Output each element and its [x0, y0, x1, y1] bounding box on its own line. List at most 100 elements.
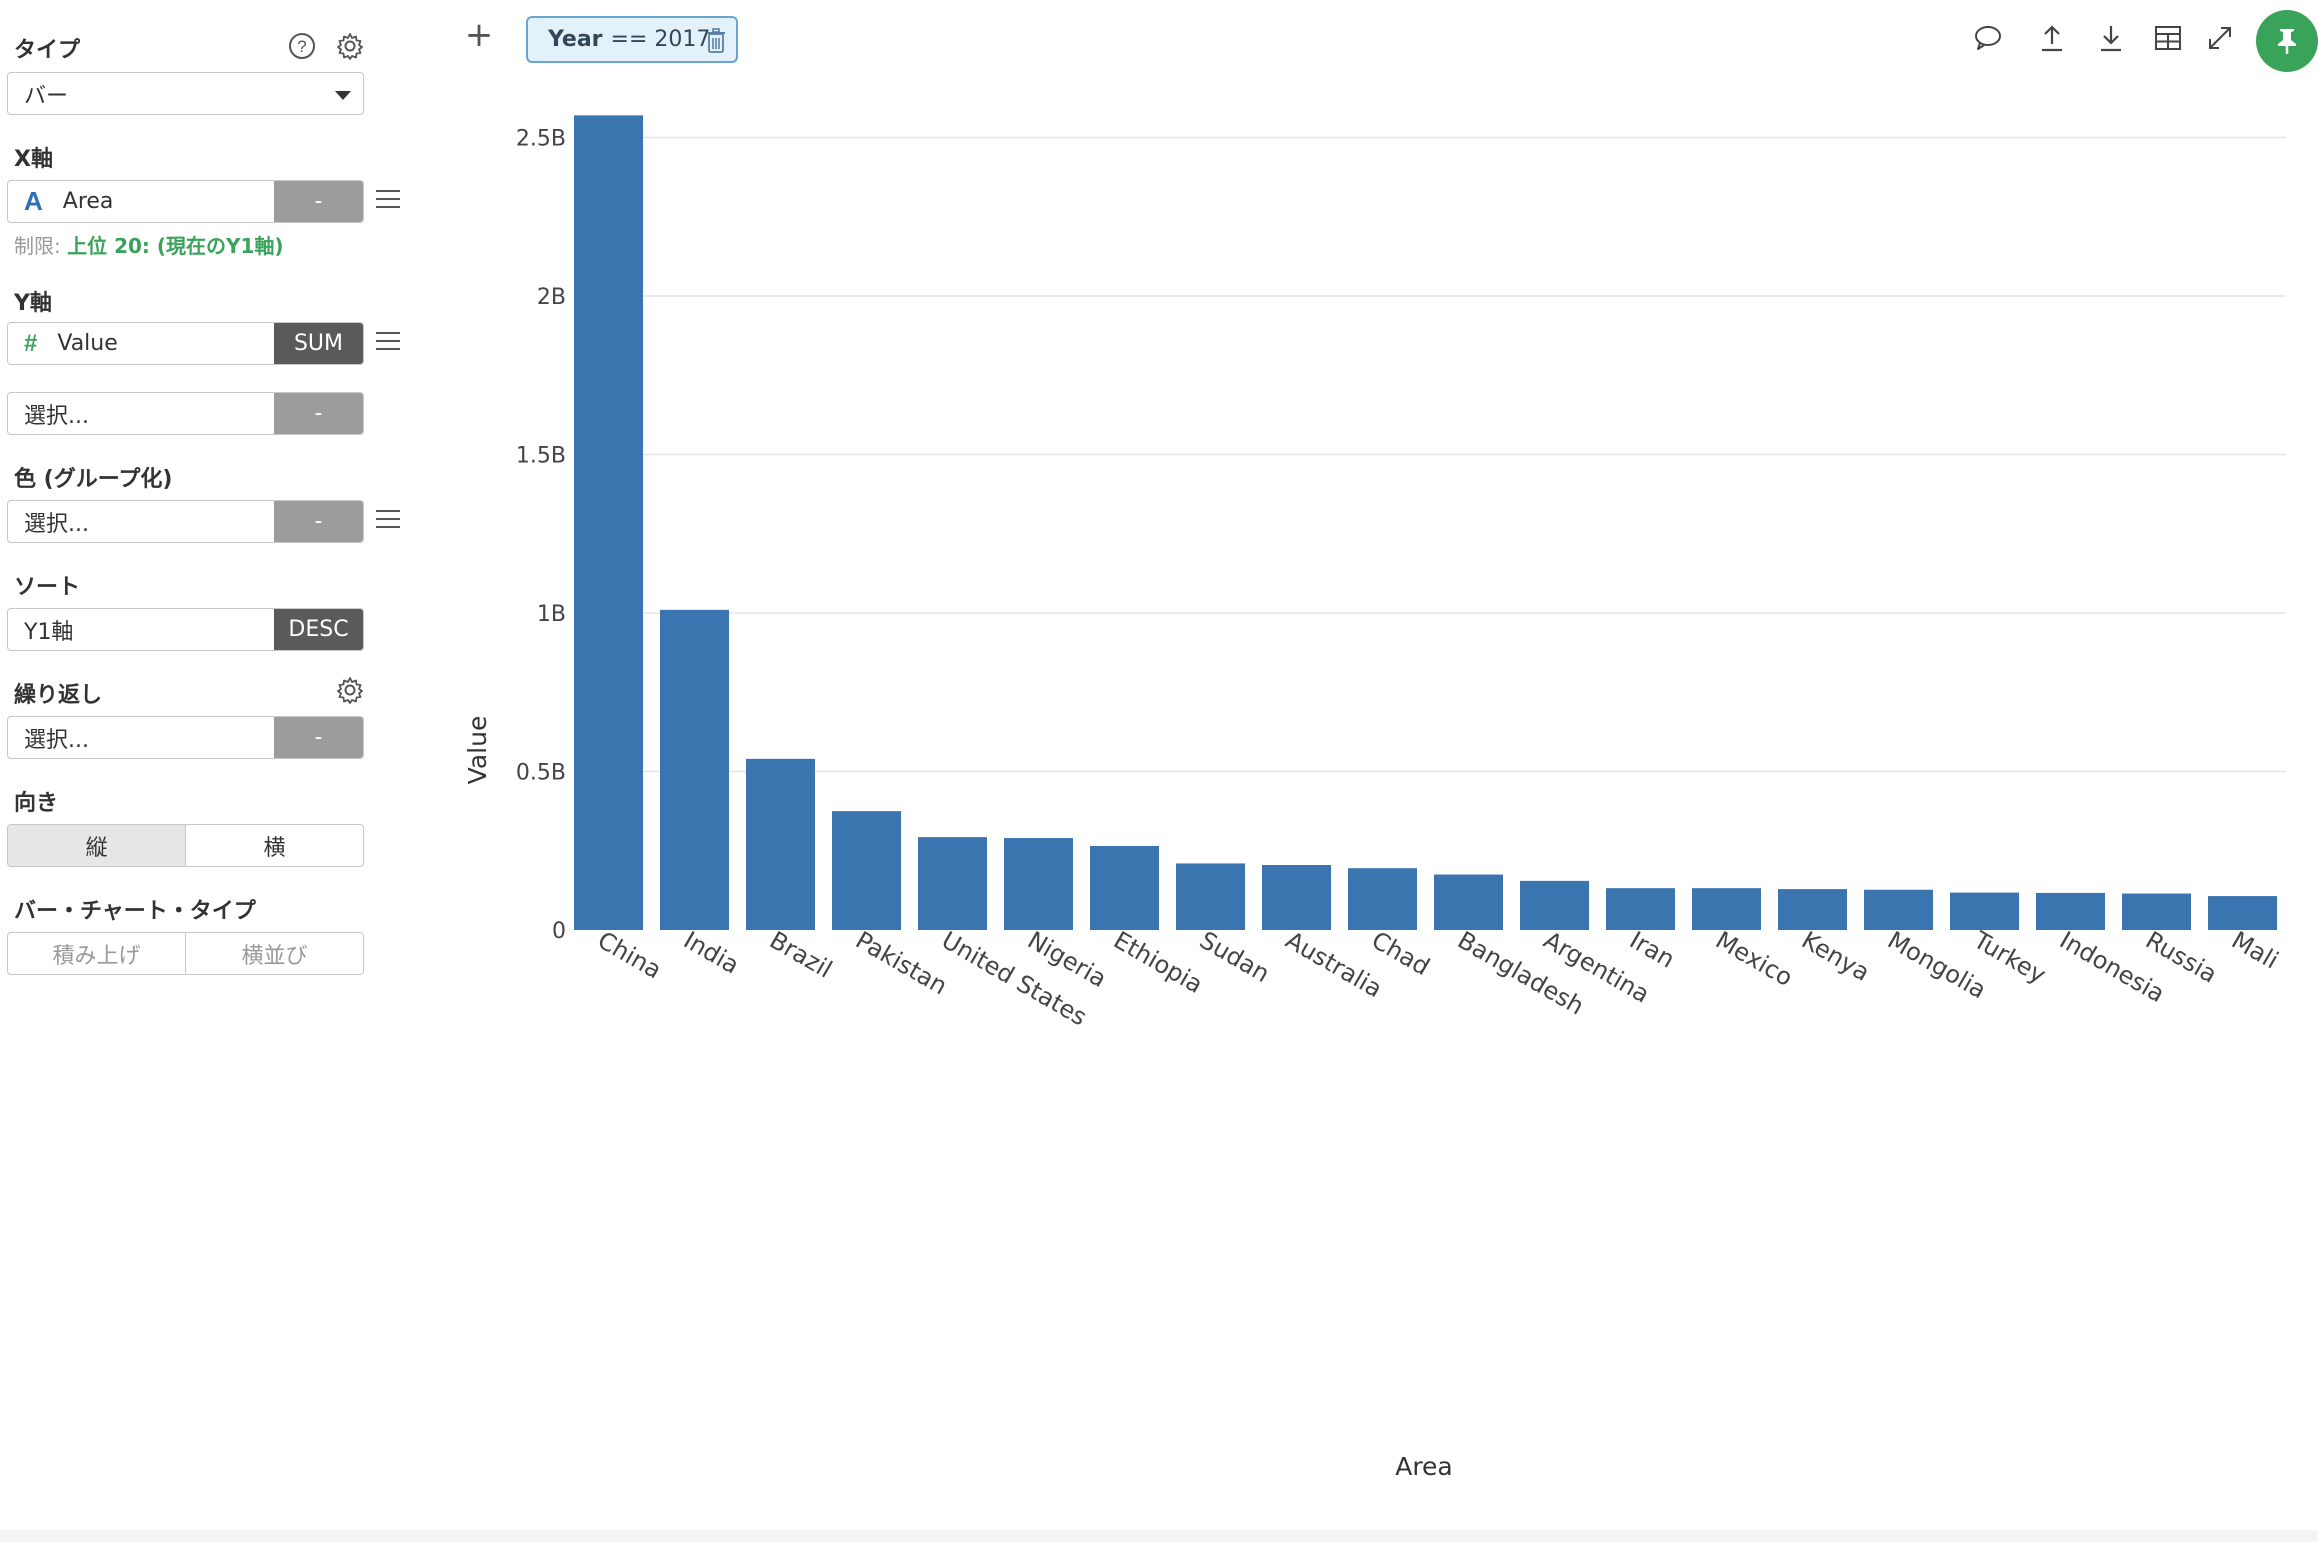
y-tick-label: 1.5B	[516, 444, 566, 469]
add-filter-button[interactable]: +	[464, 15, 494, 55]
repeat-label: 繰り返し	[14, 683, 103, 708]
y-axis-field[interactable]: # Value SUM	[7, 322, 364, 365]
x-tick-label: Sudan	[1195, 926, 1274, 988]
x-axis-title: Area	[1395, 1452, 1453, 1481]
number-type-icon: #	[24, 329, 38, 357]
table-icon[interactable]	[2150, 20, 2186, 56]
bars	[574, 115, 2277, 930]
bar-mexico[interactable]	[1692, 888, 1761, 930]
sort-field-name: Y1軸	[24, 619, 74, 645]
bottom-divider	[0, 1530, 2318, 1542]
y-tick-label: 0.5B	[516, 761, 566, 786]
orientation-vertical[interactable]: 縦	[8, 825, 185, 866]
y-tick-label: 0	[552, 919, 566, 944]
bar-chad[interactable]	[1348, 868, 1417, 930]
y-tick-label: 1B	[537, 602, 566, 627]
x-tick-label: Mali	[2227, 926, 2283, 975]
bar-chart: 0 0.5B 1B 1.5B 2B 2.5B China India Brazil Pakist…	[440, 90, 2318, 1530]
bar-turkey[interactable]	[1950, 892, 2019, 930]
bar-brazil[interactable]	[746, 758, 815, 930]
bar-pakistan[interactable]	[832, 811, 901, 930]
color-label: 色 (グループ化)	[14, 467, 173, 492]
bar-bangladesh[interactable]	[1434, 874, 1503, 930]
x-axis-menu-icon[interactable]	[376, 190, 400, 210]
sort-field[interactable]: Y1軸 DESC	[7, 608, 364, 651]
bar-argentina[interactable]	[1520, 880, 1589, 930]
bar-australia[interactable]	[1262, 865, 1331, 930]
gear-icon[interactable]	[334, 30, 366, 62]
sort-direction-button[interactable]: DESC	[274, 609, 363, 650]
x-tick-label: Kenya	[1797, 926, 1875, 987]
x-axis-field-name: Area	[62, 189, 114, 214]
expand-icon[interactable]	[2202, 20, 2238, 56]
help-circle-icon[interactable]: ?	[286, 30, 318, 62]
bar-iran[interactable]	[1606, 888, 1675, 930]
text-type-icon: A	[24, 186, 43, 216]
bar-united-states[interactable]	[918, 837, 987, 930]
chart-svg: 0 0.5B 1B 1.5B 2B 2.5B China India Brazil Pakist…	[463, 115, 2286, 1481]
repeat-field[interactable]: 選択... -	[7, 716, 364, 759]
filter-chip[interactable]: Year == 2017	[526, 16, 738, 63]
x-tick-label: Mongolia	[1883, 926, 1991, 1005]
download-icon[interactable]	[2093, 20, 2129, 56]
x-tick-label: India	[679, 926, 744, 980]
y-tick-label: 2.5B	[516, 127, 566, 152]
y2-axis-field[interactable]: 選択... -	[7, 392, 364, 435]
svg-text:?: ?	[297, 37, 306, 56]
y2-axis-agg-button[interactable]: -	[274, 393, 363, 434]
chart-type-select[interactable]: バー	[7, 72, 364, 115]
color-menu-icon[interactable]	[376, 510, 400, 530]
bar-ethiopia[interactable]	[1090, 846, 1159, 930]
x-tick-label: Iran	[1625, 926, 1680, 974]
comment-icon[interactable]	[1970, 20, 2006, 56]
bar-sudan[interactable]	[1176, 863, 1245, 930]
orientation-horizontal[interactable]: 横	[185, 825, 363, 866]
x-tick-label: Ethiopia	[1109, 926, 1208, 999]
x-tick-label: United States	[937, 926, 1092, 1032]
color-field[interactable]: 選択... -	[7, 500, 364, 543]
bar-russia[interactable]	[2122, 893, 2191, 930]
sort-label: ソート	[14, 575, 81, 600]
color-agg-button[interactable]: -	[274, 501, 363, 542]
y-axis-menu-icon[interactable]	[376, 332, 400, 352]
pin-icon[interactable]	[2256, 10, 2318, 72]
limit-note[interactable]: 制限: 上位 20: (現在のY1軸)	[14, 230, 284, 259]
x-axis-label: X軸	[14, 147, 53, 172]
bar-mongolia[interactable]	[1864, 889, 1933, 930]
y-tick-labels: 0 0.5B 1B 1.5B 2B 2.5B	[516, 127, 566, 944]
repeat-field-name: 選択...	[24, 727, 89, 753]
filter-expression: == 2017	[610, 27, 711, 52]
bar-type-stacked[interactable]: 積み上げ	[52, 943, 141, 969]
upload-icon[interactable]	[2034, 20, 2070, 56]
x-tick-label: Australia	[1281, 926, 1387, 1003]
repeat-gear-icon[interactable]	[334, 674, 366, 706]
x-axis-field[interactable]: A Area -	[7, 180, 364, 223]
x-axis-agg-button[interactable]: -	[274, 181, 363, 222]
y-axis-title: Value	[463, 716, 492, 785]
y2-axis-field-name: 選択...	[24, 403, 89, 429]
bar-india[interactable]	[660, 609, 729, 930]
grid-lines	[636, 136, 2286, 773]
bar-nigeria[interactable]	[1004, 838, 1073, 930]
type-label: タイプ	[14, 38, 81, 63]
repeat-agg-button[interactable]: -	[274, 717, 363, 758]
bar-kenya[interactable]	[1778, 889, 1847, 930]
x-tick-label: Mexico	[1711, 926, 1798, 992]
y-axis-agg-button[interactable]: SUM	[274, 323, 363, 364]
bar-type-toggle: 積み上げ 横並び	[7, 932, 364, 975]
bar-mali[interactable]	[2208, 896, 2277, 930]
chevron-down-icon	[335, 91, 351, 100]
settings-panel: タイプ ? バー X軸 A Area - 制限: 上位 20: (現在のY1軸)…	[0, 0, 420, 1530]
y-axis-label: Y軸	[14, 291, 52, 316]
trash-icon[interactable]	[706, 28, 726, 60]
x-tick-label: Brazil	[765, 926, 837, 984]
color-field-name: 選択...	[24, 511, 89, 537]
bar-china[interactable]	[574, 115, 643, 930]
bar-indonesia[interactable]	[2036, 892, 2105, 930]
limit-prefix: 制限:	[14, 234, 68, 258]
x-tick-label: China	[593, 926, 666, 985]
chart-type-value: バー	[24, 83, 69, 109]
bar-type-side-by-side[interactable]: 横並び	[185, 933, 363, 974]
filter-field: Year	[548, 27, 603, 52]
